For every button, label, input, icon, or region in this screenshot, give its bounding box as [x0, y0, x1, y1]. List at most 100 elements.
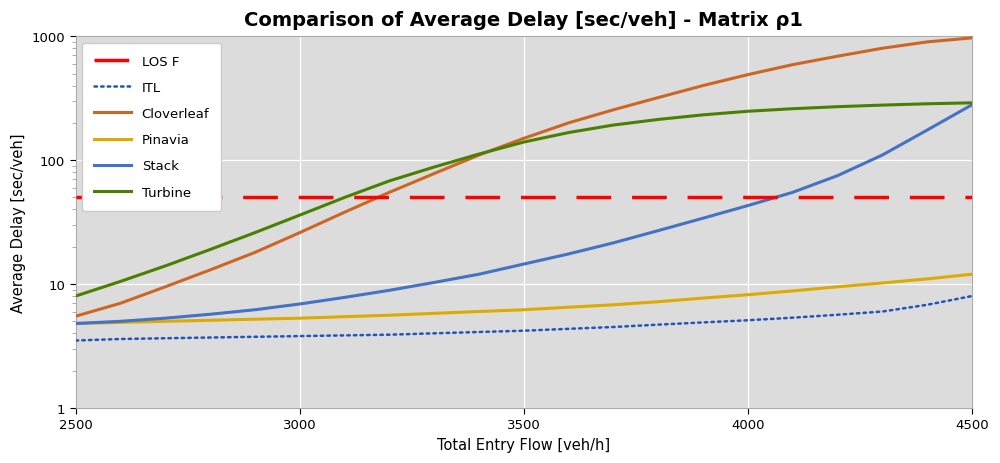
ITL	[383, 332, 395, 338]
Cloverleaf	[742, 73, 754, 78]
Cloverleaf	[921, 40, 933, 45]
Stack	[608, 240, 620, 246]
Turbine	[876, 103, 888, 109]
ITL	[294, 333, 306, 339]
ITL	[115, 337, 127, 342]
Turbine	[428, 165, 440, 170]
ITL	[966, 294, 978, 299]
ITL	[563, 326, 575, 332]
Line: Pinavia: Pinavia	[76, 275, 972, 324]
Turbine	[787, 106, 799, 112]
Pinavia	[159, 319, 171, 325]
Pinavia	[70, 321, 82, 326]
Turbine	[966, 101, 978, 106]
Cloverleaf	[518, 136, 530, 142]
Cloverleaf	[608, 108, 620, 113]
ITL	[518, 328, 530, 334]
Cloverleaf	[787, 63, 799, 68]
Pinavia	[742, 292, 754, 298]
Cloverleaf	[473, 153, 485, 158]
ITL	[339, 333, 351, 338]
Stack	[563, 251, 575, 257]
X-axis label: Total Entry Flow [veh/h]: Total Entry Flow [veh/h]	[437, 437, 610, 452]
Cloverleaf	[563, 121, 575, 126]
Pinavia	[921, 276, 933, 282]
Stack	[473, 272, 485, 277]
Turbine	[249, 230, 261, 236]
Turbine	[697, 113, 709, 119]
Legend: LOS F, ITL, Cloverleaf, Pinavia, Stack, Turbine: LOS F, ITL, Cloverleaf, Pinavia, Stack, …	[82, 44, 221, 211]
Turbine	[921, 102, 933, 107]
Stack	[518, 262, 530, 267]
Line: Cloverleaf: Cloverleaf	[76, 39, 972, 317]
Pinavia	[563, 305, 575, 310]
Pinavia	[876, 281, 888, 286]
Pinavia	[428, 311, 440, 316]
ITL	[473, 330, 485, 335]
Pinavia	[652, 299, 664, 305]
ITL	[249, 334, 261, 340]
ITL	[159, 336, 171, 341]
Turbine	[339, 195, 351, 201]
Pinavia	[697, 296, 709, 301]
Cloverleaf	[383, 190, 395, 196]
Cloverleaf	[832, 54, 844, 60]
Cloverleaf	[652, 95, 664, 101]
Turbine	[608, 123, 620, 129]
Stack	[383, 288, 395, 294]
Turbine	[70, 294, 82, 299]
Cloverleaf	[966, 36, 978, 42]
ITL	[921, 302, 933, 308]
Stack	[204, 312, 216, 317]
Turbine	[652, 118, 664, 123]
Stack	[249, 307, 261, 313]
Pinavia	[249, 317, 261, 322]
Stack	[742, 203, 754, 209]
Cloverleaf	[159, 284, 171, 290]
Pinavia	[339, 314, 351, 320]
Turbine	[832, 105, 844, 110]
ITL	[428, 331, 440, 337]
Line: Stack: Stack	[76, 106, 972, 324]
Title: Comparison of Average Delay [sec/veh] - Matrix ρ1: Comparison of Average Delay [sec/veh] - …	[244, 11, 803, 30]
Pinavia	[608, 302, 620, 308]
Cloverleaf	[70, 314, 82, 319]
ITL	[652, 322, 664, 328]
ITL	[70, 338, 82, 344]
ITL	[742, 318, 754, 323]
Pinavia	[518, 307, 530, 313]
Turbine	[742, 109, 754, 115]
Pinavia	[383, 313, 395, 319]
Cloverleaf	[294, 230, 306, 236]
Line: ITL: ITL	[76, 296, 972, 341]
Turbine	[204, 247, 216, 253]
Turbine	[159, 263, 171, 269]
Pinavia	[966, 272, 978, 277]
Pinavia	[294, 316, 306, 321]
Stack	[159, 316, 171, 321]
Turbine	[518, 140, 530, 145]
ITL	[608, 325, 620, 330]
ITL	[832, 312, 844, 318]
ITL	[697, 320, 709, 325]
Pinavia	[787, 288, 799, 294]
Pinavia	[115, 320, 127, 325]
Cloverleaf	[428, 171, 440, 177]
Stack	[70, 321, 82, 326]
Stack	[428, 280, 440, 286]
Line: Turbine: Turbine	[76, 104, 972, 296]
Pinavia	[204, 318, 216, 323]
Stack	[697, 216, 709, 221]
Cloverleaf	[339, 210, 351, 215]
Stack	[921, 128, 933, 133]
ITL	[787, 315, 799, 321]
Turbine	[115, 279, 127, 285]
Cloverleaf	[876, 46, 888, 52]
Pinavia	[832, 284, 844, 290]
Stack	[652, 228, 664, 234]
Turbine	[563, 131, 575, 136]
ITL	[876, 309, 888, 315]
Stack	[966, 103, 978, 108]
Turbine	[473, 152, 485, 157]
Cloverleaf	[115, 301, 127, 307]
